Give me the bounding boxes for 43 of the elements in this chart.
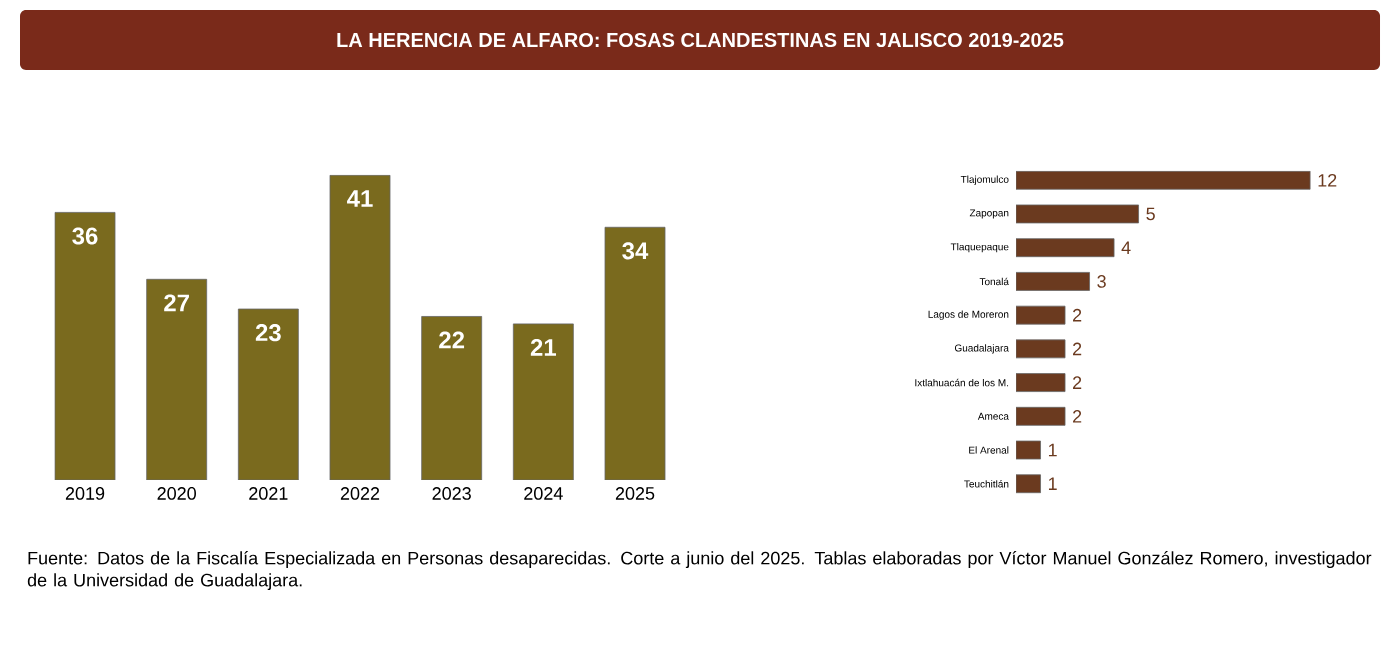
data-label: 12 [1318,173,1337,187]
data-label: 22 [439,331,465,349]
data-label: 2 [1073,342,1082,356]
bar [1016,474,1041,494]
bar [1016,170,1311,190]
x-tick-label: 2020 [157,487,196,500]
data-label: 3 [1097,275,1106,288]
bar [1016,204,1139,224]
data-label: 1 [1048,443,1057,457]
chart-title: LA HERENCIA DE ALFARO: FOSAS CLANDESTINAS EN JALISCO 2019-2025 [337,32,1064,48]
x-tick-label: 2019 [65,487,105,500]
source-note: Fuente: Datos de la Fiscalía Especializada en Personas desaparecidas. Corte a junio del 2025. Tablas elaboradas por Víctor Manuel González Romero, investigador de la Universidad de Guadalajara. [27,551,1372,591]
bar [146,278,208,480]
bar [1016,406,1066,426]
x-tick-label: 2023 [432,487,471,500]
bar [604,226,666,480]
data-label: 34 [622,242,649,260]
bar [1016,373,1066,392]
data-label: 2 [1073,308,1082,322]
bar [1016,272,1090,291]
bar [329,174,391,480]
data-label: 36 [72,227,98,245]
x-tick-label: 2024 [524,487,563,500]
bar [1016,305,1066,325]
bar [54,212,116,480]
x-tick-label: 2022 [340,487,380,500]
bar [512,323,574,480]
data-label: 21 [530,338,557,356]
bar [1016,440,1041,460]
bar [237,308,299,480]
data-label: 41 [347,190,373,207]
bar [421,316,483,480]
data-label: 2 [1073,376,1082,389]
x-tick-label: 2021 [249,487,288,500]
x-tick-label: 2025 [615,487,655,500]
bar [1016,238,1115,258]
data-label: 4 [1121,241,1131,254]
data-label: 27 [164,294,189,312]
data-label: 1 [1048,477,1057,490]
data-label: 2 [1073,410,1082,423]
data-label: 5 [1146,207,1155,221]
data-label: 23 [255,324,281,342]
bar [1016,339,1066,359]
